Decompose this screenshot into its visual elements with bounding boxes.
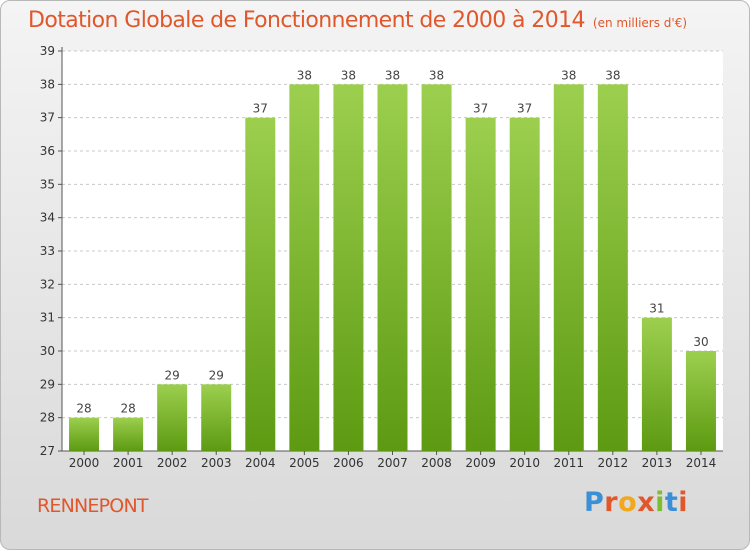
logo-letter: t (664, 487, 679, 518)
y-tick-label: 39 (40, 44, 55, 58)
x-tick-label: 2008 (421, 456, 452, 470)
x-tick-label: 2013 (642, 456, 673, 470)
data-label: 37 (517, 102, 532, 116)
bar (465, 117, 496, 452)
bar (245, 117, 276, 452)
x-tick-label: 2002 (157, 456, 188, 470)
y-tick-label: 30 (40, 344, 55, 358)
bar (685, 351, 716, 451)
y-tick-label: 27 (40, 444, 55, 458)
bar (201, 384, 232, 451)
logo-letter: x (637, 487, 656, 518)
y-tick-label: 37 (40, 111, 55, 125)
bar (509, 117, 540, 452)
data-label: 38 (297, 68, 312, 82)
y-tick-label: 38 (40, 77, 55, 91)
x-tick-label: 2009 (465, 456, 496, 470)
logo-letter: i (678, 487, 689, 518)
bar (421, 84, 452, 451)
data-label: 38 (341, 68, 356, 82)
data-label: 37 (253, 102, 268, 116)
x-tick-label: 2007 (377, 456, 408, 470)
x-tick-label: 2014 (686, 456, 717, 470)
x-tick-label: 2003 (201, 456, 232, 470)
chart-title-text: Dotation Globale de Fonctionnement de 20… (28, 8, 586, 33)
bar (69, 417, 100, 451)
data-label: 31 (649, 302, 664, 316)
data-label: 38 (385, 68, 400, 82)
x-tick-label: 2011 (553, 456, 584, 470)
y-tick-label: 36 (40, 144, 55, 158)
data-label: 38 (429, 68, 444, 82)
logo-letter: i (655, 487, 665, 518)
x-tick-label: 2001 (113, 456, 144, 470)
y-tick-label: 31 (40, 311, 55, 325)
y-tick-label: 35 (40, 177, 55, 191)
y-tick-label: 28 (40, 411, 55, 425)
chart-subtitle: (en milliers d'€) (592, 16, 688, 30)
data-label: 28 (76, 402, 91, 416)
place-name: RENNEPONT (37, 495, 148, 517)
x-tick-label: 2005 (289, 456, 320, 470)
bar (597, 84, 628, 451)
proxiti-logo: Proxiti (584, 487, 688, 518)
logo-letter: r (604, 487, 619, 518)
bar (333, 84, 364, 451)
data-label: 37 (473, 102, 488, 116)
y-tick-label: 32 (40, 277, 55, 291)
y-tick-label: 33 (40, 244, 55, 258)
y-tick-label: 29 (40, 377, 55, 391)
bar (289, 84, 320, 451)
data-label: 29 (165, 368, 180, 382)
bar (553, 84, 584, 451)
bar (157, 384, 188, 451)
bar (641, 317, 672, 451)
x-tick-label: 2012 (598, 456, 629, 470)
data-label: 30 (693, 335, 708, 349)
x-tick-label: 2004 (245, 456, 276, 470)
data-label: 28 (120, 402, 135, 416)
x-tick-label: 2000 (69, 456, 100, 470)
logo-letter: P (584, 487, 605, 518)
bar (377, 84, 408, 451)
y-tick-label: 34 (40, 211, 55, 225)
x-tick-label: 2010 (509, 456, 540, 470)
logo-letter: o (618, 487, 638, 518)
bar (113, 417, 144, 451)
data-label: 38 (561, 68, 576, 82)
data-label: 29 (209, 368, 224, 382)
data-label: 38 (605, 68, 620, 82)
chart-title: Dotation Globale de Fonctionnement de 20… (28, 8, 687, 33)
x-tick-label: 2006 (333, 456, 364, 470)
